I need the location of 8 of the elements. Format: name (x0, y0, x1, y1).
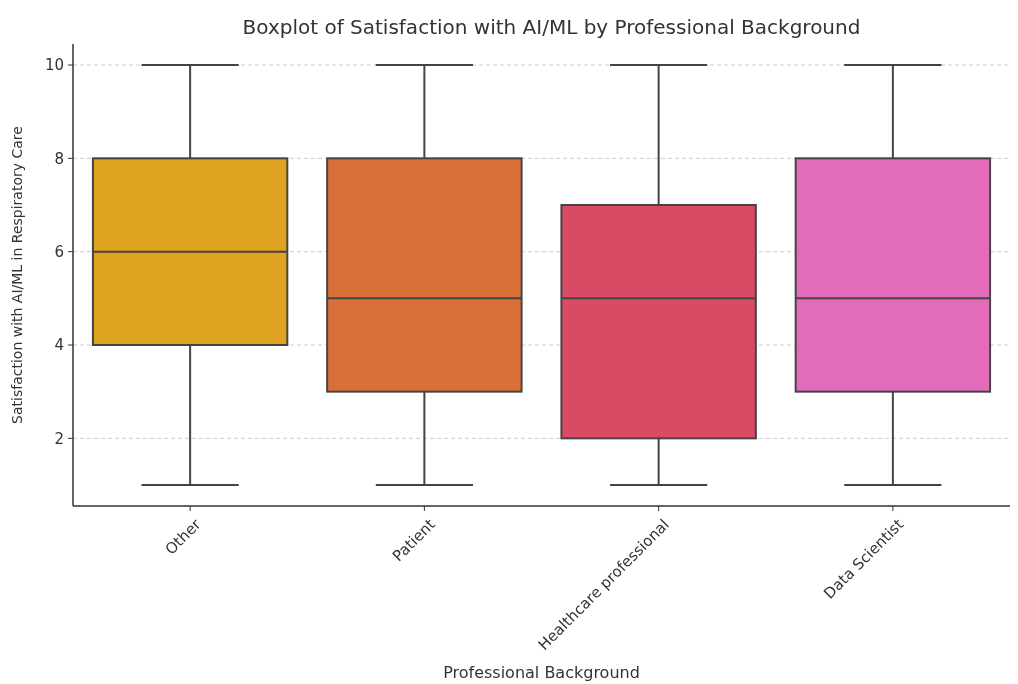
y-tick-label: 6 (54, 242, 64, 261)
y-tick-label: 8 (54, 149, 64, 168)
y-tick-label: 10 (44, 56, 64, 75)
y-tick-label: 4 (54, 336, 64, 355)
x-axis-title: Professional Background (443, 663, 640, 682)
chart-title: Boxplot of Satisfaction with AI/ML by Professional Background (242, 15, 861, 39)
y-axis-title: Satisfaction with AI/ML in Respiratory Care (9, 126, 25, 424)
y-tick-label: 2 (54, 429, 64, 448)
